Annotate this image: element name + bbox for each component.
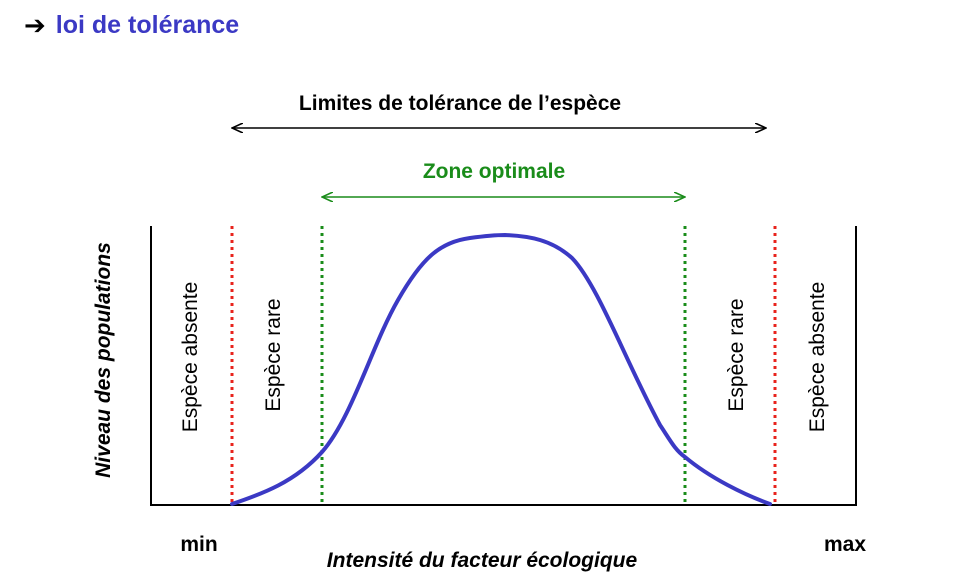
tolerance-range-label: Limites de tolérance de l’espèce — [299, 92, 621, 115]
left-rare-zone-label: Espèce rare — [262, 298, 285, 411]
right-rare-zone-label: Espèce rare — [725, 298, 748, 411]
x-min-label: min — [180, 533, 217, 556]
y-axis-label: Niveau des populations — [92, 242, 115, 478]
right-arrow-icon: ➔ — [24, 10, 46, 40]
page-title-text: loi de tolérance — [55, 11, 240, 39]
left-absent-zone-label: Espèce absente — [179, 282, 202, 433]
x-axis-label: Intensité du facteur écologique — [327, 549, 638, 572]
population-curve — [230, 233, 772, 506]
x-max-label: max — [824, 533, 866, 556]
right-absent-zone-label: Espèce absente — [806, 282, 829, 433]
page-title: ➔ loi de tolérance — [24, 10, 239, 41]
optimal-zone-label: Zone optimale — [423, 160, 565, 183]
